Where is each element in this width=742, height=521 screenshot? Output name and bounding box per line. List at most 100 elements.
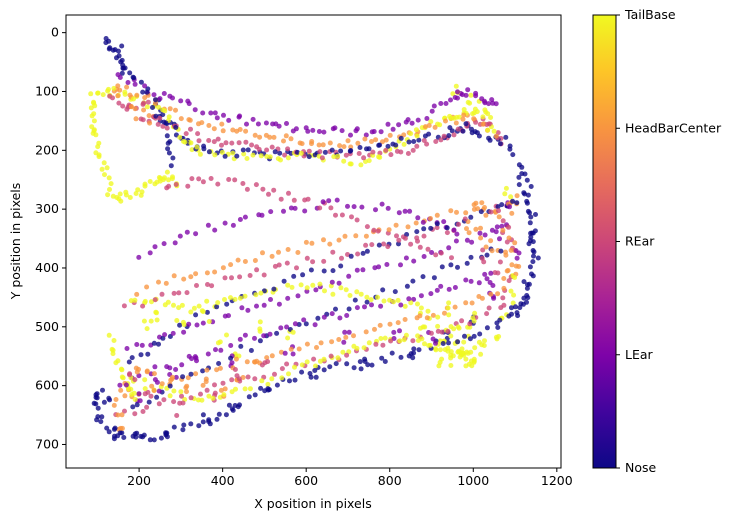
data-point-lear bbox=[373, 207, 378, 213]
data-point-headbarcenter bbox=[113, 397, 119, 402]
data-point-headbarcenter bbox=[463, 300, 469, 306]
data-point-nose bbox=[446, 340, 451, 346]
data-point-lear bbox=[193, 231, 199, 237]
data-point-tailbase bbox=[415, 301, 420, 307]
data-point-lear bbox=[285, 295, 291, 301]
data-point-nose bbox=[358, 366, 364, 372]
data-point-rear bbox=[144, 404, 150, 410]
data-point-tailbase bbox=[347, 293, 353, 298]
data-point-nose bbox=[171, 424, 177, 430]
data-point-tailbase bbox=[275, 156, 281, 162]
data-point-rear bbox=[229, 377, 235, 383]
data-point-headbarcenter bbox=[448, 208, 454, 214]
data-point-tailbase bbox=[89, 124, 95, 130]
data-point-nose bbox=[348, 148, 354, 153]
data-point-lear bbox=[213, 347, 218, 353]
data-point-lear bbox=[421, 254, 427, 259]
data-point-rear bbox=[171, 399, 177, 405]
data-point-rear bbox=[276, 262, 282, 268]
data-point-tailbase bbox=[427, 342, 433, 348]
y-tick-label: 700 bbox=[35, 436, 59, 451]
data-point-nose bbox=[517, 305, 523, 311]
data-point-headbarcenter bbox=[473, 226, 479, 232]
data-point-nose bbox=[526, 241, 532, 247]
data-point-tailbase bbox=[313, 363, 318, 369]
data-point-lear bbox=[278, 325, 284, 331]
data-point-lear bbox=[407, 208, 413, 214]
data-point-headbarcenter bbox=[483, 212, 489, 218]
data-point-nose bbox=[498, 248, 504, 254]
data-point-nose bbox=[428, 225, 434, 231]
data-point-lear bbox=[151, 92, 157, 98]
data-point-lear bbox=[186, 321, 192, 327]
data-point-nose bbox=[167, 383, 173, 389]
data-point-lear bbox=[433, 340, 438, 346]
data-point-headbarcenter bbox=[196, 121, 201, 127]
data-point-nose bbox=[214, 416, 220, 422]
data-point-lear bbox=[362, 304, 367, 310]
data-point-lear bbox=[292, 205, 298, 211]
data-point-rear bbox=[421, 233, 427, 239]
data-point-rear bbox=[140, 409, 146, 414]
data-point-nose bbox=[138, 352, 144, 358]
data-point-headbarcenter bbox=[288, 136, 294, 142]
data-point-lear bbox=[341, 339, 347, 345]
data-point-tailbase bbox=[154, 179, 160, 185]
data-point-lear bbox=[330, 126, 336, 132]
data-point-tailbase bbox=[244, 156, 250, 161]
data-point-nose bbox=[107, 397, 113, 403]
data-point-rear bbox=[173, 182, 179, 187]
data-point-nose bbox=[524, 177, 530, 183]
data-point-headbarcenter bbox=[133, 116, 139, 122]
data-point-nose bbox=[126, 359, 132, 365]
data-point-nose bbox=[528, 230, 534, 236]
data-point-headbarcenter bbox=[237, 127, 243, 132]
y-tick-label: 500 bbox=[35, 319, 59, 334]
data-point-rear bbox=[355, 251, 361, 257]
data-point-lear bbox=[305, 128, 311, 134]
data-point-headbarcenter bbox=[460, 116, 466, 122]
data-point-lear bbox=[230, 222, 236, 228]
data-point-nose bbox=[530, 259, 536, 265]
data-point-nose bbox=[524, 299, 529, 305]
data-point-rear bbox=[195, 131, 201, 137]
data-point-lear bbox=[482, 232, 488, 238]
data-point-nose bbox=[506, 313, 512, 319]
data-point-lear bbox=[164, 364, 170, 370]
data-point-tailbase bbox=[106, 175, 112, 181]
data-point-lear bbox=[454, 231, 460, 237]
data-point-nose bbox=[147, 437, 153, 443]
data-point-headbarcenter bbox=[413, 220, 419, 226]
data-point-nose bbox=[533, 212, 538, 217]
data-point-headbarcenter bbox=[184, 383, 190, 389]
data-point-tailbase bbox=[469, 363, 475, 369]
data-point-nose bbox=[348, 253, 354, 259]
data-point-nose bbox=[119, 57, 125, 63]
data-point-tailbase bbox=[478, 351, 484, 357]
data-point-nose bbox=[346, 306, 352, 312]
data-point-nose bbox=[103, 36, 109, 41]
y-axis-label: Y position in pixels bbox=[8, 183, 23, 301]
data-point-headbarcenter bbox=[336, 337, 342, 342]
data-point-tailbase bbox=[265, 381, 271, 387]
data-point-lear bbox=[295, 293, 301, 299]
data-point-tailbase bbox=[439, 356, 445, 362]
data-point-nose bbox=[531, 249, 537, 255]
data-point-nose bbox=[531, 253, 536, 259]
data-point-lear bbox=[434, 287, 440, 293]
data-point-rear bbox=[206, 138, 212, 143]
data-point-headbarcenter bbox=[218, 387, 224, 393]
data-point-tailbase bbox=[286, 371, 291, 377]
data-point-headbarcenter bbox=[393, 222, 399, 228]
data-point-lear bbox=[411, 296, 417, 302]
data-point-lear bbox=[336, 280, 342, 286]
data-point-headbarcenter bbox=[488, 291, 494, 297]
data-point-headbarcenter bbox=[309, 240, 315, 246]
data-point-rear bbox=[484, 122, 490, 127]
data-point-tailbase bbox=[92, 103, 98, 109]
data-point-nose bbox=[510, 152, 516, 158]
data-point-rear bbox=[439, 329, 445, 335]
data-point-lear bbox=[507, 204, 512, 210]
data-point-headbarcenter bbox=[501, 276, 507, 281]
data-point-tailbase bbox=[503, 185, 509, 191]
